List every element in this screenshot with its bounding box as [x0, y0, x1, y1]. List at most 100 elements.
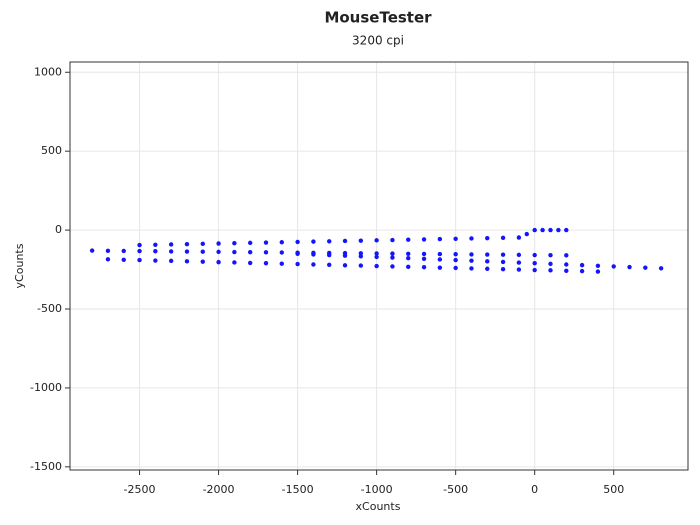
- point: [374, 263, 379, 269]
- point: [532, 227, 537, 233]
- point: [500, 235, 506, 241]
- point: [105, 248, 111, 253]
- point: [524, 231, 529, 237]
- point: [611, 264, 616, 269]
- point: [311, 252, 316, 257]
- point: [548, 261, 553, 267]
- point: [390, 264, 395, 269]
- point: [311, 239, 316, 244]
- point: [184, 259, 190, 264]
- point: [500, 259, 506, 265]
- point: [469, 236, 474, 241]
- point: [247, 240, 253, 246]
- point: [247, 249, 253, 255]
- point: [232, 240, 237, 246]
- point: [421, 264, 427, 270]
- point: [485, 235, 490, 241]
- x-tick-label: -500: [443, 483, 468, 496]
- point: [390, 237, 395, 243]
- plot-frame: [69, 61, 689, 471]
- point: [295, 251, 300, 256]
- chart-title: MouseTester: [324, 9, 432, 27]
- point: [421, 237, 427, 242]
- point: [105, 257, 111, 262]
- point: [168, 258, 174, 264]
- point: [421, 256, 427, 262]
- point: [342, 253, 348, 258]
- point: [247, 260, 253, 266]
- point: [516, 260, 522, 265]
- point: [548, 252, 553, 258]
- point: [437, 251, 443, 257]
- point: [137, 248, 142, 254]
- point: [532, 267, 537, 273]
- point: [137, 242, 142, 248]
- point: [390, 251, 395, 256]
- point: [216, 249, 221, 255]
- point: [374, 238, 379, 243]
- point: [579, 268, 585, 274]
- point: [342, 263, 348, 268]
- point: [564, 262, 569, 267]
- point: [279, 240, 284, 245]
- point: [295, 239, 300, 245]
- point: [406, 251, 411, 256]
- point: [327, 262, 332, 268]
- point: [658, 266, 664, 271]
- x-tick-label: -2500: [124, 483, 156, 496]
- point: [232, 249, 237, 255]
- point: [232, 260, 237, 265]
- point: [556, 227, 561, 233]
- point: [406, 237, 411, 242]
- point: [532, 261, 537, 266]
- point: [168, 242, 174, 247]
- chart-subtitle: 3200 cpi: [352, 34, 404, 48]
- point: [153, 249, 158, 254]
- y-axis-label: yCounts: [13, 243, 26, 288]
- point: [327, 239, 332, 244]
- point: [153, 242, 158, 247]
- point: [406, 255, 411, 261]
- point: [500, 267, 506, 272]
- point: [390, 255, 395, 260]
- point: [263, 261, 269, 266]
- point: [516, 267, 522, 272]
- y-tick-label: 500: [41, 144, 62, 157]
- point: [627, 264, 632, 270]
- point: [263, 250, 269, 255]
- point: [469, 266, 474, 271]
- point: [437, 236, 443, 242]
- x-axis-label: xCounts: [356, 500, 401, 513]
- point: [421, 251, 427, 257]
- point: [540, 227, 545, 233]
- point: [153, 258, 158, 263]
- point: [327, 252, 332, 258]
- x-tick-label: 500: [603, 483, 624, 496]
- point: [548, 268, 553, 273]
- point: [406, 264, 411, 270]
- x-tick-label: -1000: [361, 483, 393, 496]
- point: [358, 254, 364, 259]
- point: [437, 265, 443, 270]
- point: [279, 261, 284, 266]
- point: [121, 248, 126, 254]
- point: [485, 259, 490, 264]
- x-tick-label: -1500: [282, 483, 314, 496]
- y-tick-label: -1000: [30, 381, 62, 394]
- point: [137, 257, 142, 263]
- point: [453, 252, 458, 257]
- point: [295, 261, 300, 267]
- y-tick-label: -1500: [30, 460, 62, 473]
- point: [532, 252, 537, 258]
- point: [453, 236, 458, 241]
- point: [595, 263, 601, 268]
- point: [184, 249, 190, 254]
- point: [216, 241, 221, 246]
- point: [485, 252, 490, 257]
- point: [121, 257, 126, 262]
- point: [279, 250, 284, 255]
- point: [643, 265, 648, 270]
- point: [579, 262, 585, 268]
- point: [485, 266, 490, 271]
